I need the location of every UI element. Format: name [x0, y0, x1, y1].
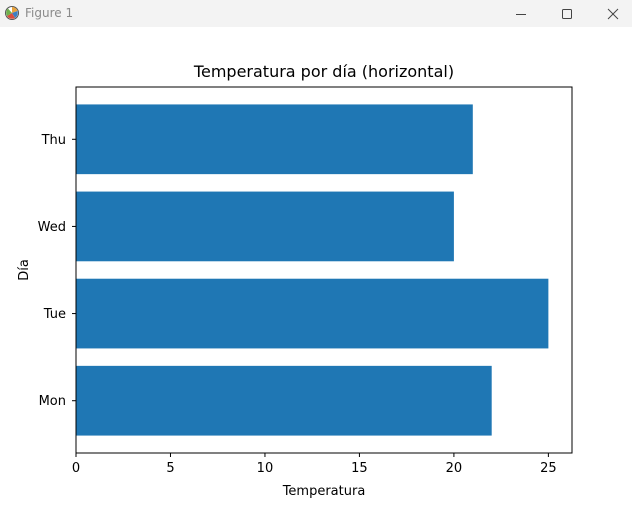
- matplotlib-icon: [5, 6, 19, 20]
- bar-tue: [76, 278, 549, 349]
- window-title: Figure 1: [25, 6, 74, 20]
- x-tick-label: 10: [257, 461, 274, 476]
- x-tick-label: 25: [540, 461, 557, 476]
- maximize-icon: [562, 8, 572, 19]
- minimize-button[interactable]: [498, 0, 544, 27]
- x-tick-label: 5: [166, 461, 174, 476]
- close-button[interactable]: [590, 0, 632, 27]
- x-tick-label: 15: [351, 461, 368, 476]
- x-axis-label: Temperatura: [282, 484, 366, 499]
- y-tick-label: Mon: [39, 394, 66, 409]
- bar-chart: Temperatura por día (horizontal) 0 5 10 15 2…: [17, 62, 573, 499]
- x-tick-label: 0: [72, 461, 80, 476]
- x-tick-label: 20: [446, 461, 463, 476]
- figure-canvas: Temperatura por día (horizontal) 0 5 10 15 2…: [0, 27, 632, 505]
- x-ticks: 0 5 10 15 20 25: [72, 453, 557, 476]
- close-icon: [607, 8, 619, 19]
- minimize-icon: [516, 13, 526, 15]
- chart-title: Temperatura por día (horizontal): [193, 62, 454, 81]
- maximize-button[interactable]: [544, 0, 590, 27]
- bar-wed: [76, 191, 454, 262]
- title-bar[interactable]: Figure 1: [0, 0, 632, 27]
- bars-layer: [76, 104, 549, 436]
- axes-frame: [75, 86, 573, 454]
- y-tick-label: Thu: [41, 133, 66, 148]
- bar-mon: [76, 365, 492, 436]
- bar-thu: [76, 104, 473, 175]
- y-tick-label: Wed: [38, 220, 66, 235]
- y-ticks: Mon Tue Wed Thu: [38, 133, 76, 409]
- y-axis-label: Día: [17, 259, 32, 281]
- y-tick-label: Tue: [43, 307, 66, 322]
